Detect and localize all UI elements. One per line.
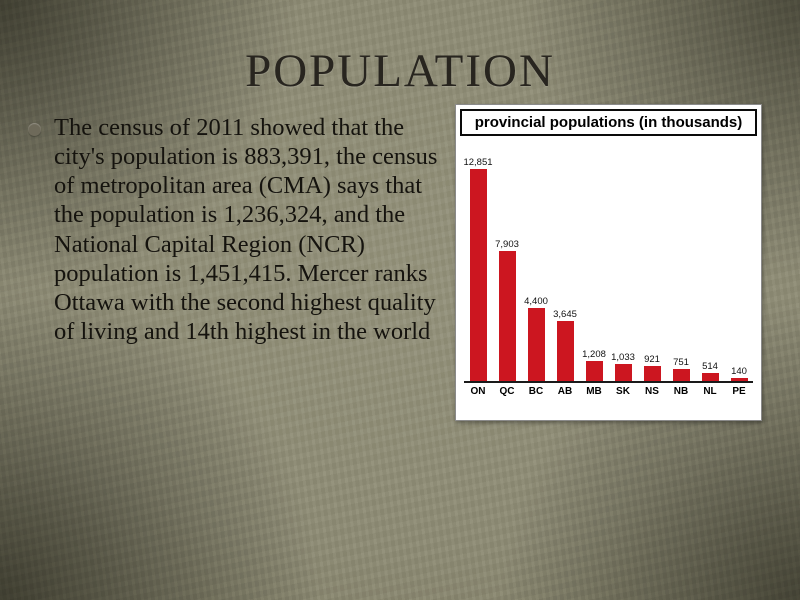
x-axis-label: QC bbox=[499, 386, 515, 397]
bar-column: 921 bbox=[638, 138, 666, 381]
x-axis-label: BC bbox=[528, 386, 544, 397]
page-title: POPULATION bbox=[245, 45, 555, 97]
bar-value-label: 751 bbox=[673, 357, 689, 368]
bar-column: 140 bbox=[725, 138, 753, 381]
x-axis-label: PE bbox=[732, 386, 746, 397]
bar-value-label: 921 bbox=[644, 354, 660, 365]
x-axis-label: NS bbox=[645, 386, 659, 397]
bar bbox=[730, 378, 748, 381]
x-axis-label: ON bbox=[470, 386, 486, 397]
bar-value-label: 3,645 bbox=[553, 309, 577, 320]
bar bbox=[643, 366, 661, 381]
x-axis-label: SK bbox=[616, 386, 630, 397]
bar bbox=[614, 364, 632, 381]
bar-column: 4,400 bbox=[522, 138, 550, 381]
chart-x-labels: ON QC BC AB MB SK NS NB NL PE bbox=[464, 386, 753, 397]
bar-column: 751 bbox=[667, 138, 695, 381]
bar-value-label: 514 bbox=[702, 361, 718, 372]
bar-column: 1,033 bbox=[609, 138, 637, 381]
bar-value-label: 1,208 bbox=[582, 349, 606, 360]
bar-value-label: 4,400 bbox=[524, 296, 548, 307]
bullet-item: The census of 2011 showed that the city'… bbox=[28, 113, 458, 346]
bar-value-label: 140 bbox=[731, 366, 747, 377]
bar-value-label: 1,033 bbox=[611, 352, 635, 363]
bar-column: 7,903 bbox=[493, 138, 521, 381]
x-axis-label: NB bbox=[673, 386, 689, 397]
bullet-icon bbox=[28, 123, 41, 136]
chart-title: provincial populations (in thousands) bbox=[460, 109, 757, 136]
bar-column: 514 bbox=[696, 138, 724, 381]
bar-column: 3,645 bbox=[551, 138, 579, 381]
bar bbox=[556, 321, 574, 381]
bar bbox=[585, 361, 603, 381]
x-axis-label: AB bbox=[557, 386, 573, 397]
bar-value-label: 12,851 bbox=[463, 157, 493, 168]
bullet-text: The census of 2011 showed that the city'… bbox=[54, 114, 438, 345]
bar bbox=[672, 369, 690, 381]
bar-column: 1,208 bbox=[580, 138, 608, 381]
bar bbox=[498, 251, 516, 381]
chart-plot: 12,851 7,903 4,400 3,645 1,208 1,033 921 751 514… bbox=[463, 138, 753, 383]
x-axis-label: MB bbox=[586, 386, 602, 397]
population-chart: provincial populations (in thousands) 12… bbox=[455, 104, 762, 421]
bar bbox=[527, 308, 545, 381]
bar-value-label: 7,903 bbox=[495, 239, 519, 250]
x-axis-label: NL bbox=[703, 386, 717, 397]
bar bbox=[469, 169, 487, 381]
bar-column: 12,851 bbox=[463, 138, 493, 381]
bar bbox=[701, 373, 719, 381]
